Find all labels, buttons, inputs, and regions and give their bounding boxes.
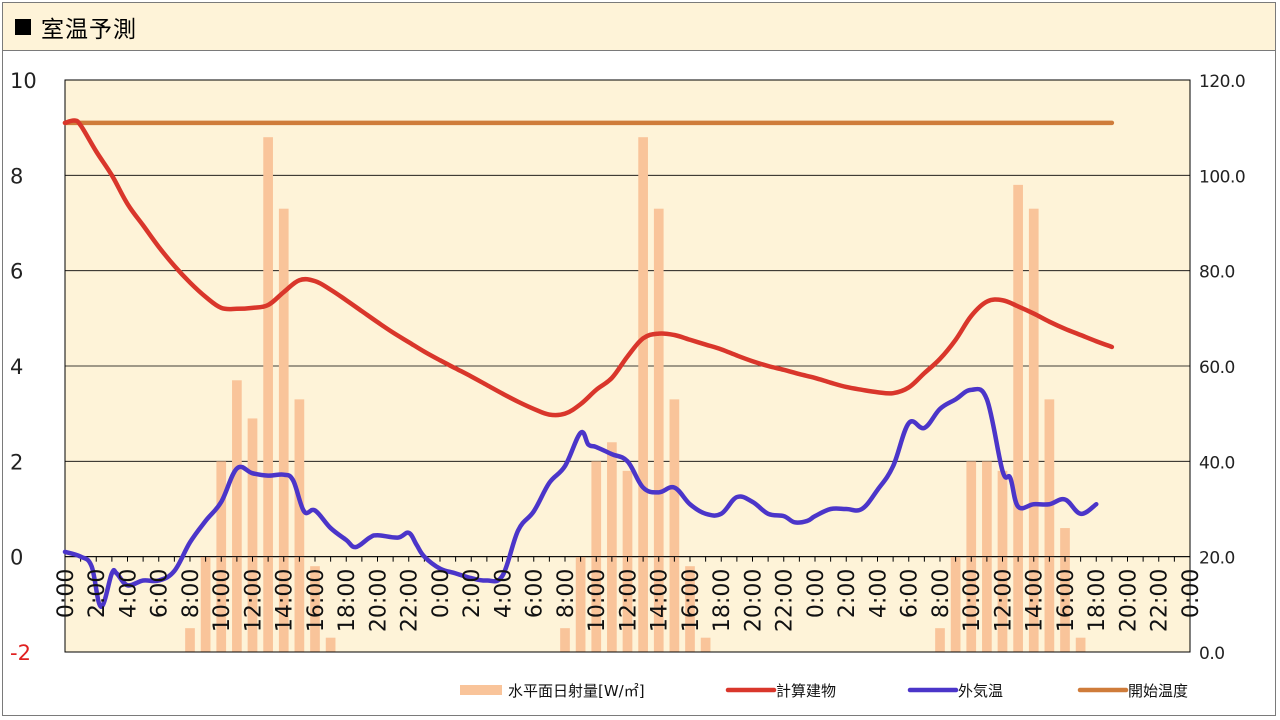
y-left-tick-label: -2 bbox=[10, 641, 31, 665]
y-right-tick-label: 100.0 bbox=[1199, 167, 1245, 187]
x-tick-label: 0:00 bbox=[1179, 569, 1204, 618]
y-right-tick-label: 20.0 bbox=[1199, 549, 1235, 569]
x-tick-label: 4:00 bbox=[492, 569, 517, 618]
y-right-tick-label: 40.0 bbox=[1199, 453, 1235, 473]
bar-solar bbox=[1060, 528, 1070, 652]
bar-solar bbox=[607, 442, 617, 652]
x-tick-label: 4:00 bbox=[117, 569, 142, 618]
bar-solar bbox=[653, 208, 664, 652]
x-tick-label: 6:00 bbox=[148, 569, 173, 618]
x-tick-label: 0:00 bbox=[804, 569, 829, 618]
x-tick-label: 22:00 bbox=[1148, 569, 1173, 632]
legend-item-calc-building: 計算建物 bbox=[725, 682, 836, 700]
x-tick-label: 14:00 bbox=[648, 569, 673, 632]
bar-solar bbox=[950, 556, 961, 652]
legend-item-outdoor-temp: 外気温 bbox=[907, 682, 1003, 700]
legend-label: 水平面日射量[W/㎡] bbox=[508, 682, 645, 700]
x-tick-label: 8:00 bbox=[554, 569, 579, 618]
x-tick-label: 16:00 bbox=[1054, 569, 1079, 632]
x-tick-label: 0:00 bbox=[429, 569, 454, 618]
y-right-tick-label: 60.0 bbox=[1199, 358, 1235, 378]
x-tick-label: 22:00 bbox=[773, 569, 798, 632]
x-tick-label: 12:00 bbox=[617, 569, 642, 632]
bar-solar bbox=[685, 566, 695, 652]
x-tick-label: 2:00 bbox=[835, 569, 860, 618]
bar-solar bbox=[294, 399, 305, 652]
x-tick-label: 20:00 bbox=[367, 569, 392, 632]
bar-solar bbox=[278, 208, 289, 652]
bar-solar bbox=[560, 628, 570, 652]
y-right-tick-label: 80.0 bbox=[1199, 263, 1235, 283]
x-tick-label: 10:00 bbox=[210, 569, 235, 632]
x-tick-label: 2:00 bbox=[85, 569, 110, 618]
legend-item-solar: 水平面日射量[W/㎡] bbox=[460, 682, 645, 700]
x-tick-label: 10:00 bbox=[960, 569, 985, 632]
bar-solar bbox=[935, 628, 945, 652]
bar-solar bbox=[575, 556, 586, 652]
plot-border bbox=[64, 79, 1191, 653]
x-tick-label: 8:00 bbox=[179, 569, 204, 618]
legend-label: 開始温度 bbox=[1128, 682, 1188, 700]
x-tick-label: 6:00 bbox=[523, 569, 548, 618]
legend-label: 計算建物 bbox=[776, 682, 836, 700]
x-tick-label: 22:00 bbox=[398, 569, 423, 632]
bar-solar bbox=[638, 137, 648, 652]
bar-solar bbox=[247, 418, 258, 652]
y-left-tick-label: 4 bbox=[10, 355, 23, 379]
series-calc-building-line bbox=[62, 118, 1115, 418]
x-tick-label: 18:00 bbox=[335, 569, 360, 632]
x-tick-label: 16:00 bbox=[679, 569, 704, 632]
bar-solar bbox=[310, 566, 320, 652]
x-tick-label: 0:00 bbox=[54, 569, 79, 618]
bar-solar bbox=[232, 380, 242, 652]
x-tick-label: 8:00 bbox=[929, 569, 954, 618]
x-tick-label: 10:00 bbox=[585, 569, 610, 632]
bar-solar bbox=[1044, 399, 1055, 652]
bar-solar bbox=[700, 637, 711, 652]
y-left-tick-label: 0 bbox=[10, 546, 23, 570]
y-left-tick-label: 2 bbox=[10, 450, 23, 474]
y-right-tick-label: 120.0 bbox=[1199, 72, 1245, 92]
x-tick-label: 14:00 bbox=[1023, 569, 1048, 632]
x-tick-label: 6:00 bbox=[898, 569, 923, 618]
bar-solar bbox=[669, 399, 680, 652]
bar-solar bbox=[1028, 208, 1039, 652]
bar-solar bbox=[185, 628, 195, 652]
y-right-tick-label: 0.0 bbox=[1199, 644, 1225, 664]
page-title: 室温予測 bbox=[41, 16, 137, 43]
x-tick-label: 18:00 bbox=[710, 569, 735, 632]
bar-solar bbox=[200, 556, 211, 652]
x-tick-label: 4:00 bbox=[867, 569, 892, 618]
y-left-tick-label: 6 bbox=[10, 260, 23, 284]
bar-solar bbox=[1075, 637, 1086, 652]
legend-label: 外気温 bbox=[958, 682, 1003, 700]
series-outdoor-temp-line bbox=[62, 386, 1099, 609]
chart-header: 室温予測 bbox=[3, 3, 1275, 51]
x-tick-label: 12:00 bbox=[992, 569, 1017, 632]
y-left-tick-label: 10 bbox=[10, 69, 37, 93]
black-square-icon bbox=[15, 18, 31, 35]
x-tick-label: 20:00 bbox=[742, 569, 767, 632]
bar-solar bbox=[325, 637, 336, 652]
x-tick-label: 12:00 bbox=[242, 569, 267, 632]
x-tick-label: 16:00 bbox=[304, 569, 329, 632]
x-tick-label: 18:00 bbox=[1085, 569, 1110, 632]
x-tick-label: 14:00 bbox=[273, 569, 298, 632]
y-left-tick-label: 8 bbox=[10, 164, 23, 188]
bar-solar bbox=[263, 137, 273, 652]
legend-swatch bbox=[460, 685, 502, 695]
legend-item-start-temp: 開始温度 bbox=[1077, 682, 1188, 700]
bar-solar bbox=[1013, 184, 1023, 652]
x-tick-label: 20:00 bbox=[1117, 569, 1142, 632]
x-tick-label: 2:00 bbox=[460, 569, 485, 618]
